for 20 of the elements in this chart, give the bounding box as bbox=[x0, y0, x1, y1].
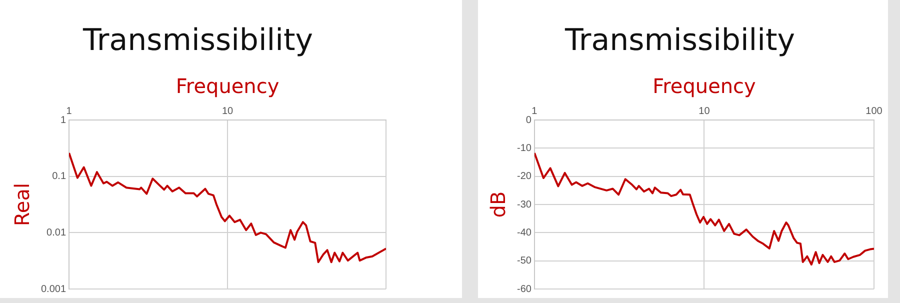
y-tick-label: 0 bbox=[526, 114, 532, 126]
x-tick-label: 100 bbox=[866, 106, 883, 117]
chart-title: Transmissibility bbox=[564, 22, 795, 58]
x-tick-label: 10 bbox=[222, 106, 234, 117]
y-tick-label: -60 bbox=[517, 284, 532, 295]
x-axis-title: Frequency bbox=[176, 74, 280, 98]
y-tick-label: -30 bbox=[517, 199, 532, 210]
y-tick-label: 1 bbox=[60, 114, 66, 126]
y-axis-title: Real bbox=[10, 182, 34, 226]
x-tick-label: 10 bbox=[698, 106, 710, 117]
y-tick-label: 0.01 bbox=[46, 227, 66, 238]
x-axis-title: Frequency bbox=[652, 74, 756, 98]
y-tick-label: 0.001 bbox=[40, 284, 66, 295]
y-tick-label: -10 bbox=[517, 142, 532, 154]
y-tick-label: 0.1 bbox=[52, 171, 66, 182]
y-tick-label: -40 bbox=[517, 227, 532, 238]
y-tick-label: -20 bbox=[517, 171, 532, 182]
y-tick-label: -50 bbox=[517, 256, 532, 267]
y-axis-title: dB bbox=[486, 191, 510, 218]
chart-title: Transmissibility bbox=[82, 22, 313, 58]
